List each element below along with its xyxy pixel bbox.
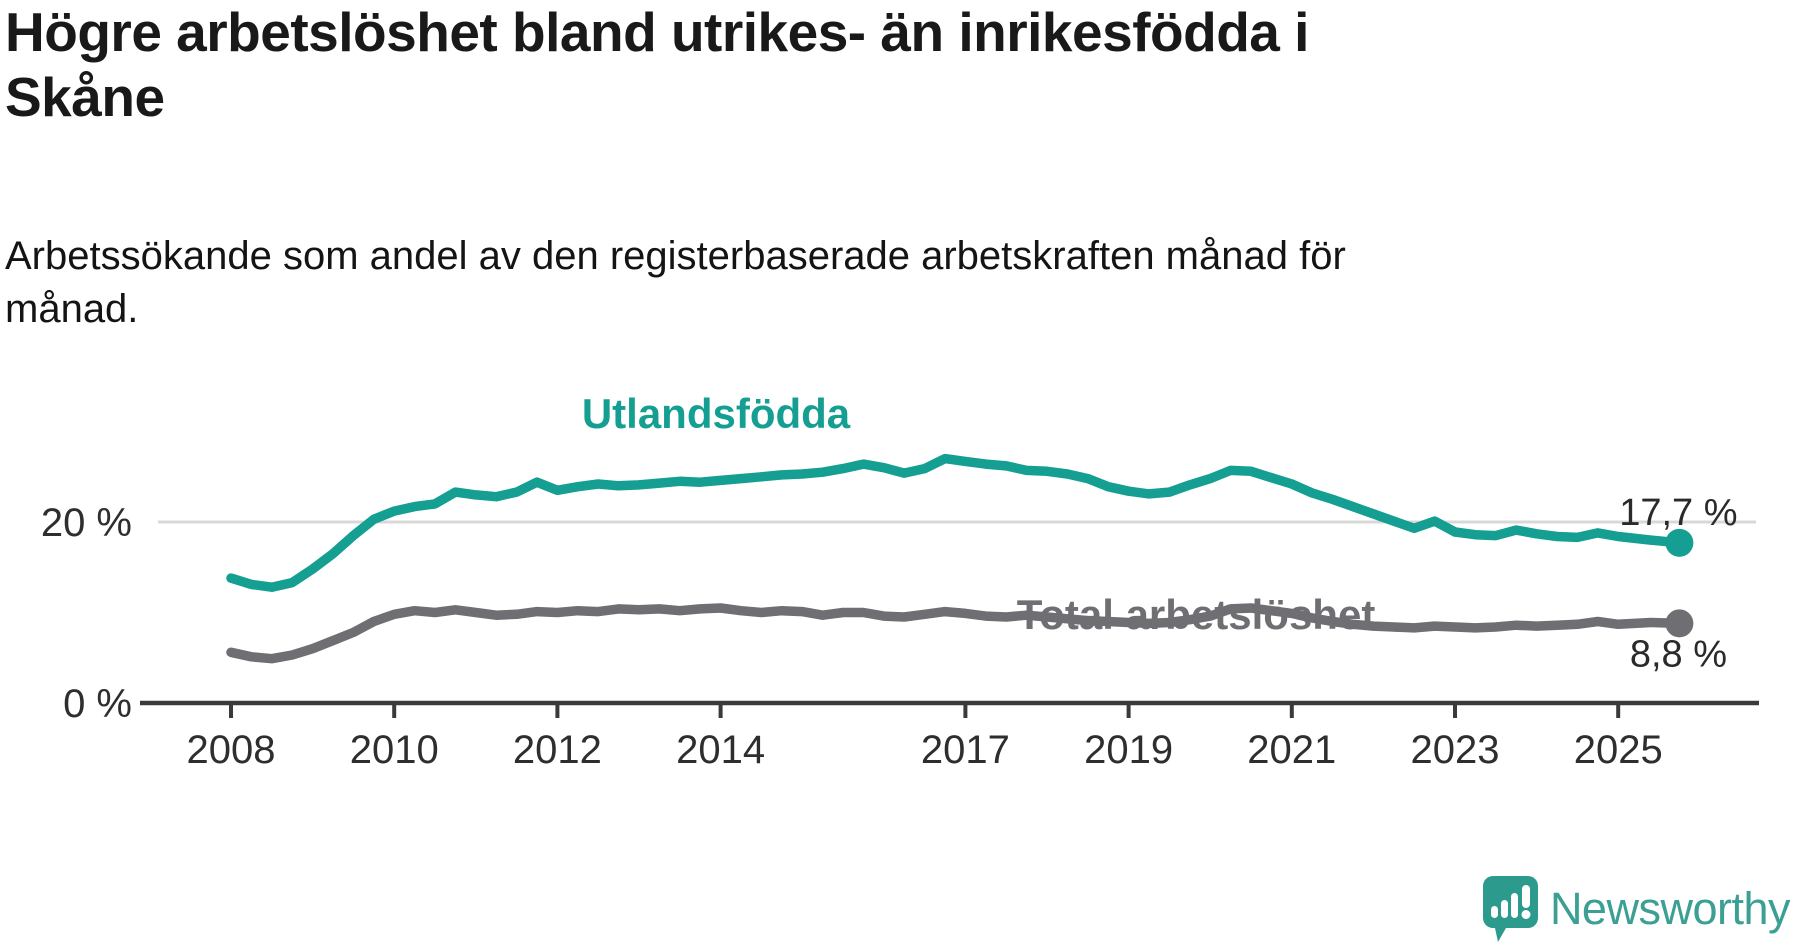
series-line-0 <box>226 453 1685 592</box>
x-tick-label-2025: 2025 <box>1574 728 1663 772</box>
page-subtitle: Arbetssökande som andel av den registerb… <box>5 234 1346 332</box>
series-label-1: Total arbetslöshet <box>1017 591 1376 638</box>
x-tick-label-2008: 2008 <box>187 728 276 772</box>
y-tick-label-0: 0 % <box>63 682 132 726</box>
x-tick-label-2023: 2023 <box>1411 728 1500 772</box>
page-title: Högre arbetslöshet bland utrikes- än inr… <box>5 1 1309 128</box>
series-end-value-label-1: 8,8 % <box>1630 633 1727 675</box>
x-tick-label-2012: 2012 <box>513 728 602 772</box>
y-tick-label-20: 20 % <box>41 501 132 545</box>
x-tick-label-2010: 2010 <box>350 728 439 772</box>
series-end-value-label-0: 17,7 % <box>1619 492 1737 534</box>
newsworthy-logo-icon <box>1482 876 1538 942</box>
series-line-1 <box>226 603 1685 664</box>
x-tick-label-2019: 2019 <box>1084 728 1173 772</box>
x-tick-label-2017: 2017 <box>921 728 1010 772</box>
newsworthy-logo-text: Newsworthy <box>1549 883 1791 934</box>
series-label-0: Utlandsfödda <box>582 390 851 437</box>
x-tick-label-2014: 2014 <box>676 728 765 772</box>
newsworthy-logo: Newsworthy <box>1482 876 1791 942</box>
series-end-dot-0 <box>1665 528 1694 557</box>
x-tick-label-2021: 2021 <box>1247 728 1336 772</box>
series-end-dot-1 <box>1665 609 1694 638</box>
